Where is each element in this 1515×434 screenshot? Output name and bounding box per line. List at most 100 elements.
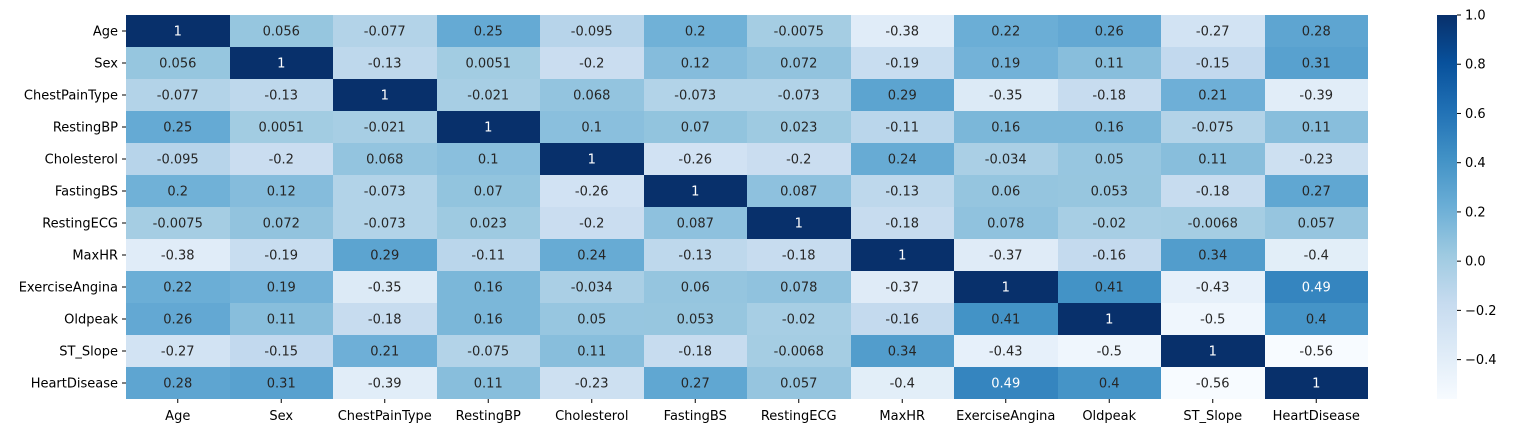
heatmap-cell-label: 0.31 — [1302, 57, 1331, 72]
heatmap-cell-label: 0.023 — [780, 121, 817, 136]
heatmap-cell — [126, 143, 230, 175]
heatmap-cell-label: -0.2 — [786, 153, 811, 168]
heatmap-cell-label: -0.18 — [678, 345, 712, 360]
heatmap-cell — [1058, 111, 1161, 143]
heatmap-cell-label: 0.29 — [370, 249, 399, 264]
heatmap-cell — [954, 239, 1058, 271]
heatmap-cell — [747, 207, 851, 239]
heatmap-cell-label: 0.12 — [267, 185, 296, 200]
heatmap-cell — [851, 111, 954, 143]
heatmap-cell-label: -0.18 — [1196, 185, 1230, 200]
heatmap-cell-label: 0.072 — [263, 217, 300, 232]
heatmap-cell-label: 0.068 — [573, 89, 610, 104]
heatmap-cell-label: 1 — [174, 25, 182, 40]
heatmap-cell — [126, 111, 230, 143]
heatmap-cell-label: 0.11 — [1095, 57, 1124, 72]
heatmap-cell-label: -0.095 — [157, 153, 199, 168]
heatmap-cell — [437, 303, 540, 335]
heatmap-cell — [126, 79, 230, 111]
heatmap-cell-label: -0.39 — [1299, 89, 1333, 104]
heatmap-cell — [230, 175, 333, 207]
heatmap-cell — [954, 15, 1058, 47]
heatmap-cell-label: -0.19 — [885, 57, 919, 72]
heatmap-cell-label: 0.26 — [163, 313, 192, 328]
heatmap-cell — [851, 47, 954, 79]
heatmap-cell — [1265, 79, 1368, 111]
heatmap-cell-label: -0.56 — [1196, 377, 1230, 392]
heatmap-cell — [437, 79, 540, 111]
y-tick-label: Age — [93, 25, 118, 40]
heatmap-cell — [230, 47, 333, 79]
heatmap-cell — [126, 239, 230, 271]
heatmap-cell-label: 0.21 — [370, 345, 399, 360]
heatmap-cell — [851, 15, 954, 47]
heatmap-cell-label: -0.4 — [1304, 249, 1329, 264]
heatmap-cell — [230, 335, 333, 367]
heatmap-cell-label: -0.39 — [368, 377, 402, 392]
heatmap-cell-label: 0.25 — [474, 25, 503, 40]
heatmap-cell — [540, 79, 644, 111]
heatmap-cell — [126, 303, 230, 335]
heatmap-cell-label: -0.23 — [1299, 153, 1333, 168]
heatmap-cell — [954, 47, 1058, 79]
x-tick-label: HeartDisease — [1273, 409, 1360, 424]
heatmap-cell-label: 0.16 — [474, 281, 503, 296]
heatmap-cell-label: -0.0075 — [774, 25, 824, 40]
heatmap-cell-label: -0.075 — [1192, 121, 1234, 136]
heatmap-cell-label: 0.29 — [888, 89, 917, 104]
heatmap-cell-label: 0.27 — [681, 377, 710, 392]
heatmap-cell-label: -0.13 — [885, 185, 919, 200]
heatmap-cell — [1161, 239, 1265, 271]
heatmap-cell-label: 0.2 — [167, 185, 188, 200]
heatmap-cell-label: -0.073 — [364, 217, 406, 232]
heatmap-cell-label: -0.37 — [885, 281, 919, 296]
heatmap-cell — [1265, 367, 1368, 399]
heatmap-cell-label: -0.13 — [678, 249, 712, 264]
heatmap-cell — [1265, 47, 1368, 79]
heatmap-cell — [333, 111, 437, 143]
heatmap-cell — [1058, 367, 1161, 399]
heatmap-cell-label: -0.2 — [269, 153, 294, 168]
x-tick-label: MaxHR — [879, 409, 925, 424]
heatmap-cell-label: -0.43 — [989, 345, 1023, 360]
heatmap-cell — [437, 239, 540, 271]
heatmap-cell — [1161, 271, 1265, 303]
heatmap-cell — [540, 207, 644, 239]
heatmap-cell — [333, 335, 437, 367]
heatmap-cell — [1058, 175, 1161, 207]
colorbar-gradient — [1437, 15, 1457, 399]
heatmap-cell-label: 0.053 — [677, 313, 714, 328]
heatmap-cell-label: -0.11 — [471, 249, 505, 264]
heatmap-cell-label: 0.1 — [581, 121, 602, 136]
heatmap-cell-label: -0.26 — [575, 185, 609, 200]
heatmap-cell-label: -0.021 — [364, 121, 406, 136]
heatmap-cell-label: -0.073 — [674, 89, 716, 104]
heatmap-cell — [1265, 143, 1368, 175]
y-tick-label: RestingECG — [42, 217, 118, 232]
heatmap-cell-label: 0.2 — [685, 25, 706, 40]
heatmap-cell-label: 1 — [898, 249, 906, 264]
x-tick-label: ExerciseAngina — [956, 409, 1055, 424]
x-tick-label: Sex — [269, 409, 293, 424]
heatmap-cell-label: -0.095 — [571, 25, 613, 40]
heatmap-cell — [747, 239, 851, 271]
colorbar-tick-label: 0.0 — [1465, 255, 1486, 270]
heatmap-cell — [644, 207, 747, 239]
heatmap-cell-label: -0.2 — [579, 217, 604, 232]
heatmap-cell-label: 0.26 — [1095, 25, 1124, 40]
heatmap-cell-label: -0.0075 — [153, 217, 203, 232]
heatmap-cell — [954, 175, 1058, 207]
y-tick-label: FastingBS — [55, 185, 118, 200]
heatmap-cell — [437, 143, 540, 175]
colorbar-tick-label: 1.0 — [1465, 9, 1486, 24]
heatmap-cell-label: 0.24 — [888, 153, 917, 168]
x-tick-label: RestingBP — [456, 409, 521, 424]
heatmap-cell — [644, 175, 747, 207]
heatmap-cell-label: 0.21 — [1198, 89, 1227, 104]
heatmap-cell-label: 1 — [1312, 377, 1320, 392]
heatmap-cell — [1161, 335, 1265, 367]
heatmap-cell-label: 0.41 — [1095, 281, 1124, 296]
heatmap-cell — [644, 47, 747, 79]
x-tick-label: FastingBS — [664, 409, 727, 424]
heatmap-cell — [1265, 15, 1368, 47]
